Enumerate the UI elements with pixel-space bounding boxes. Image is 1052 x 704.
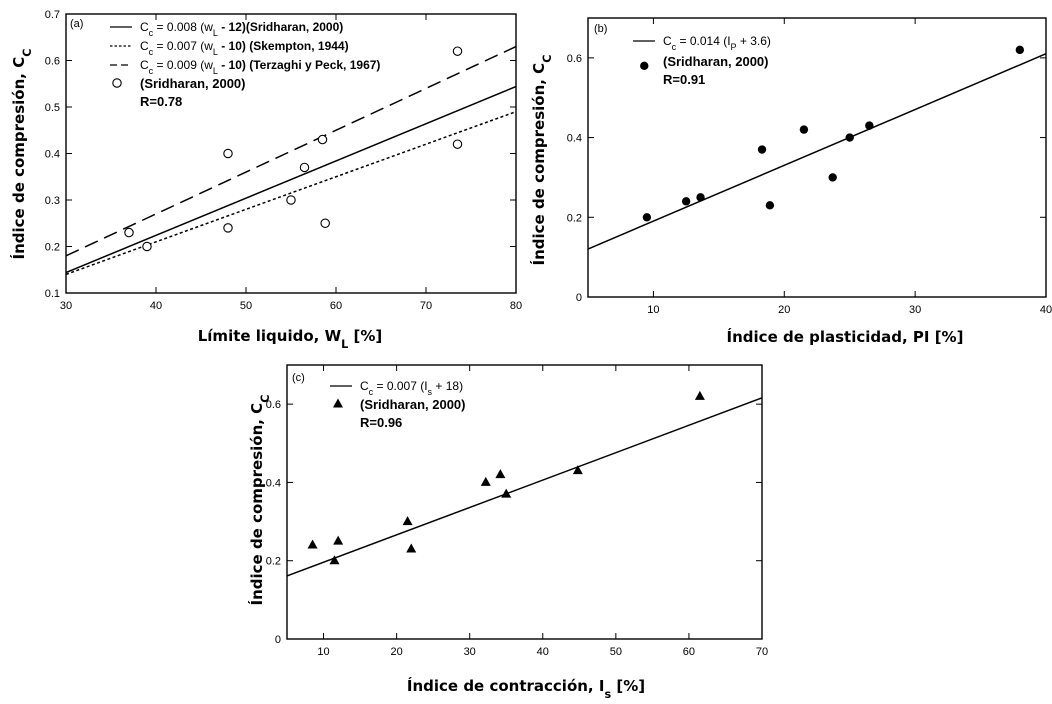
data-point [501, 488, 512, 498]
data-point [696, 193, 705, 202]
x-tick-label: 70 [420, 300, 432, 312]
data-point [1015, 45, 1025, 55]
x-tick-label: 40 [537, 646, 549, 658]
data-point [402, 516, 413, 526]
y-tick-label: 0.5 [45, 102, 60, 114]
x-axis-label: Índice de contracción, Is [%] [407, 676, 645, 701]
r-value-label: R=0.96 [360, 415, 402, 430]
y-tick-label: 0.4 [567, 133, 582, 145]
y-axis-label: Índice de compresión, CC [247, 395, 272, 606]
data-point [642, 213, 652, 222]
regression-line-dotted [66, 110, 516, 276]
x-tick-label: 40 [150, 300, 162, 312]
x-tick-label: 50 [610, 646, 622, 658]
legend-points-label: (Sridharan, 2000) [140, 76, 246, 91]
y-tick-label: 0 [576, 292, 582, 304]
y-tick-label: 0.2 [45, 242, 60, 254]
data-point [223, 148, 233, 159]
x-tick-label: 80 [510, 300, 522, 312]
legend-entry-0: Cc = 0.014 (IP + 3.6) [663, 34, 771, 52]
y-tick-label: 0.4 [45, 149, 60, 161]
data-point [223, 223, 233, 233]
x-tick-label: 60 [683, 646, 695, 658]
legend-entry-1: Cc = 0.007 (wL - 10) (Skempton, 1944) [140, 39, 349, 57]
x-tick-label: 30 [60, 300, 72, 312]
regression-line-solid [588, 53, 1046, 250]
panel-label: (c) [292, 372, 305, 384]
y-tick-label: 0.6 [567, 53, 582, 65]
data-point [799, 125, 809, 134]
y-tick-label: 0 [275, 634, 281, 646]
data-point [640, 61, 649, 71]
legend-entry-0: Cc = 0.007 (Is + 18) [360, 379, 463, 397]
data-point [572, 465, 583, 475]
y-tick-label: 0.6 [266, 399, 281, 411]
x-tick-label: 10 [647, 304, 659, 316]
data-point [307, 539, 318, 549]
data-point [452, 139, 463, 149]
data-point [299, 162, 310, 173]
legend-marker [112, 78, 122, 88]
panel-label: (a) [70, 18, 83, 30]
data-point [142, 241, 152, 252]
data-point [765, 201, 775, 210]
r-value-label: R=0.91 [663, 72, 705, 87]
plot-frame [65, 13, 517, 294]
data-point [681, 197, 691, 206]
y-tick-label: 0.2 [567, 212, 582, 224]
x-tick-label: 60 [330, 300, 342, 312]
chart-panel-b: 10 20 30 40 0 0.2 0.4 0.6 (b) Cc = 0.014 (IP + 3.… [529, 17, 1052, 346]
plot-frame [587, 17, 1047, 298]
legend-marker [333, 398, 343, 408]
x-tick-label: 70 [756, 646, 768, 658]
data-point [828, 173, 837, 182]
x-tick-label: 40 [1040, 304, 1052, 316]
y-axis-label: Índice de compresión, CC [529, 55, 554, 266]
chart-panel-a: 30 40 50 60 70 80 0.1 0.2 0.3 0.4 0.5 0.6 0.7 (a) Cc =… [9, 9, 522, 351]
data-point [320, 218, 330, 229]
data-point [124, 227, 134, 238]
y-axis-label: Índice de compresión, CC [9, 49, 34, 260]
r-value-label: R=0.78 [140, 94, 182, 109]
y-tick-label: 0.1 [45, 288, 60, 300]
y-tick-label: 0.4 [266, 477, 281, 489]
data-point [452, 46, 463, 56]
data-point [757, 145, 767, 154]
regression-line-solid [66, 85, 516, 274]
data-point [333, 535, 344, 545]
data-point [317, 134, 328, 145]
data-point [495, 469, 506, 479]
x-tick-label: 20 [390, 646, 402, 658]
plot-frame [286, 364, 763, 640]
x-axis-label: Índice de plasticidad, PI [%] [727, 327, 964, 346]
regression-line-solid [287, 397, 762, 577]
data-point [865, 121, 874, 130]
data-point [406, 543, 417, 553]
y-tick-label: 0.6 [45, 56, 60, 68]
data-point [845, 133, 854, 142]
data-point [480, 476, 491, 486]
legend-entry-0: Cc = 0.008 (wL - 12)(Sridharan, 2000) [140, 20, 343, 38]
data-point [694, 390, 705, 400]
legend-points-label: (Sridharan, 2000) [663, 54, 769, 69]
data-point [329, 555, 340, 565]
legend-points-label: (Sridharan, 2000) [360, 397, 466, 412]
x-tick-label: 50 [240, 300, 252, 312]
y-tick-label: 0.3 [45, 195, 60, 207]
legend-entry-2: Cc = 0.009 (wL - 10) (Terzaghi y Peck, 1… [140, 58, 380, 76]
panel-label: (b) [594, 23, 607, 35]
x-tick-label: 10 [317, 646, 329, 658]
y-tick-label: 0.7 [45, 9, 60, 21]
y-tick-label: 0.2 [266, 556, 281, 568]
x-tick-label: 30 [909, 304, 921, 316]
x-axis-label: Límite liquido, WL [%] [198, 327, 383, 351]
regression-line-dashed [66, 45, 516, 257]
data-point [286, 195, 296, 205]
chart-panel-c: 10 20 30 40 50 60 70 0 0.2 0.4 0.6 (c) Cc = 0.007 (I… [247, 364, 768, 701]
x-tick-label: 30 [464, 646, 476, 658]
x-tick-label: 20 [778, 304, 790, 316]
